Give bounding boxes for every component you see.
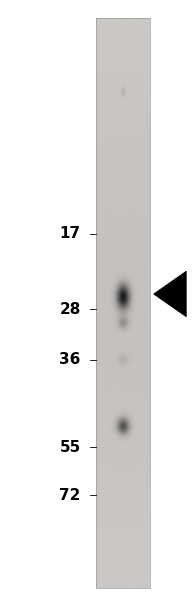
Text: 72: 72	[59, 487, 81, 503]
Text: 28: 28	[59, 301, 81, 317]
Text: 36: 36	[59, 352, 81, 367]
Polygon shape	[154, 271, 186, 317]
Text: 17: 17	[60, 226, 81, 241]
Bar	[96, 18, 150, 588]
Text: 55: 55	[59, 439, 81, 455]
